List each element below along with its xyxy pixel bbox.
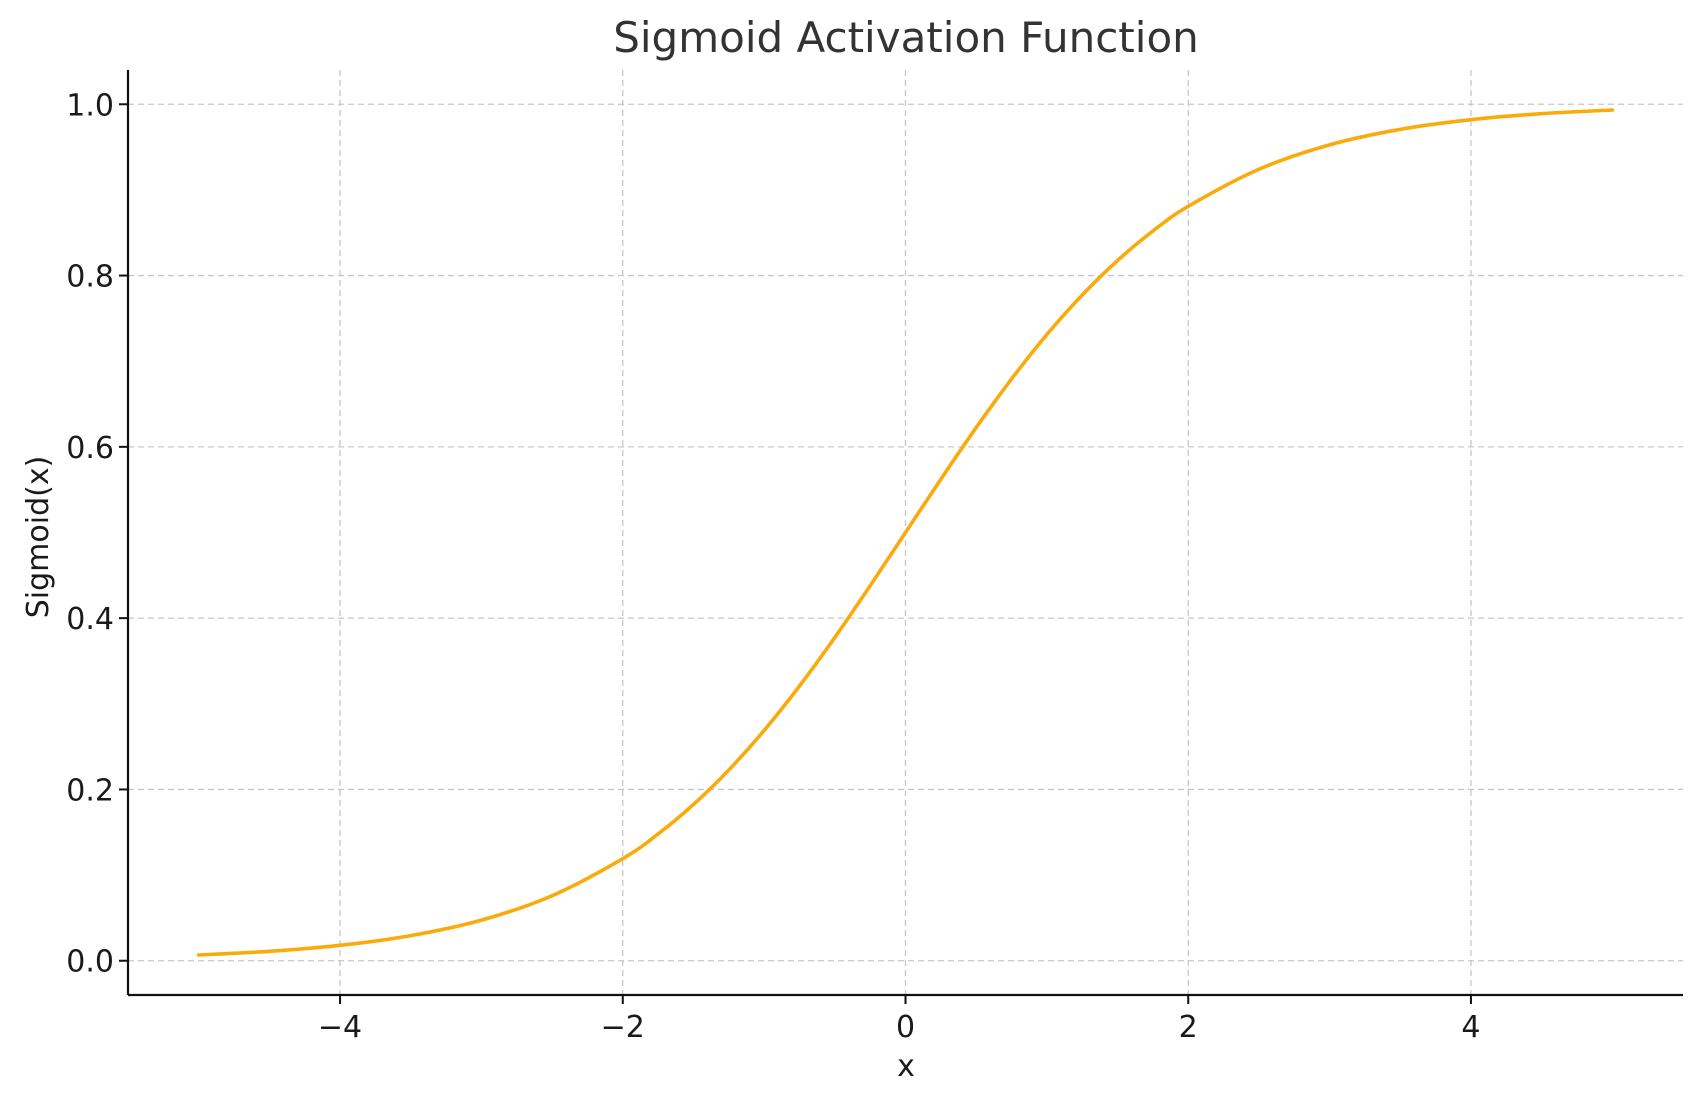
y-axis-ticks: 0.0 0.2 0.4 0.6 0.8 1.0: [66, 88, 128, 980]
x-tick-label: 0: [896, 1010, 915, 1045]
y-tick-label: 0.4: [66, 602, 114, 637]
plot-area: [196, 108, 1615, 957]
y-tick-label: 1.0: [66, 88, 114, 123]
x-tick-label: −4: [318, 1010, 362, 1045]
y-tick-label: 0.8: [66, 260, 114, 295]
x-tick-label: 4: [1461, 1010, 1480, 1045]
x-tick-label: −2: [601, 1010, 645, 1045]
chart-title: Sigmoid Activation Function: [613, 13, 1199, 62]
grid: [128, 70, 1683, 995]
sigmoid-curve-line: [196, 108, 1615, 957]
y-tick-label: 0.2: [66, 773, 114, 808]
y-axis-label: Sigmoid(x): [21, 456, 56, 619]
x-tick-label: 2: [1179, 1010, 1198, 1045]
x-axis-ticks: −4 −2 0 2 4: [318, 995, 1481, 1045]
x-axis-label: x: [897, 1049, 915, 1084]
y-tick-label: 0.0: [66, 945, 114, 980]
y-tick-label: 0.6: [66, 431, 114, 466]
